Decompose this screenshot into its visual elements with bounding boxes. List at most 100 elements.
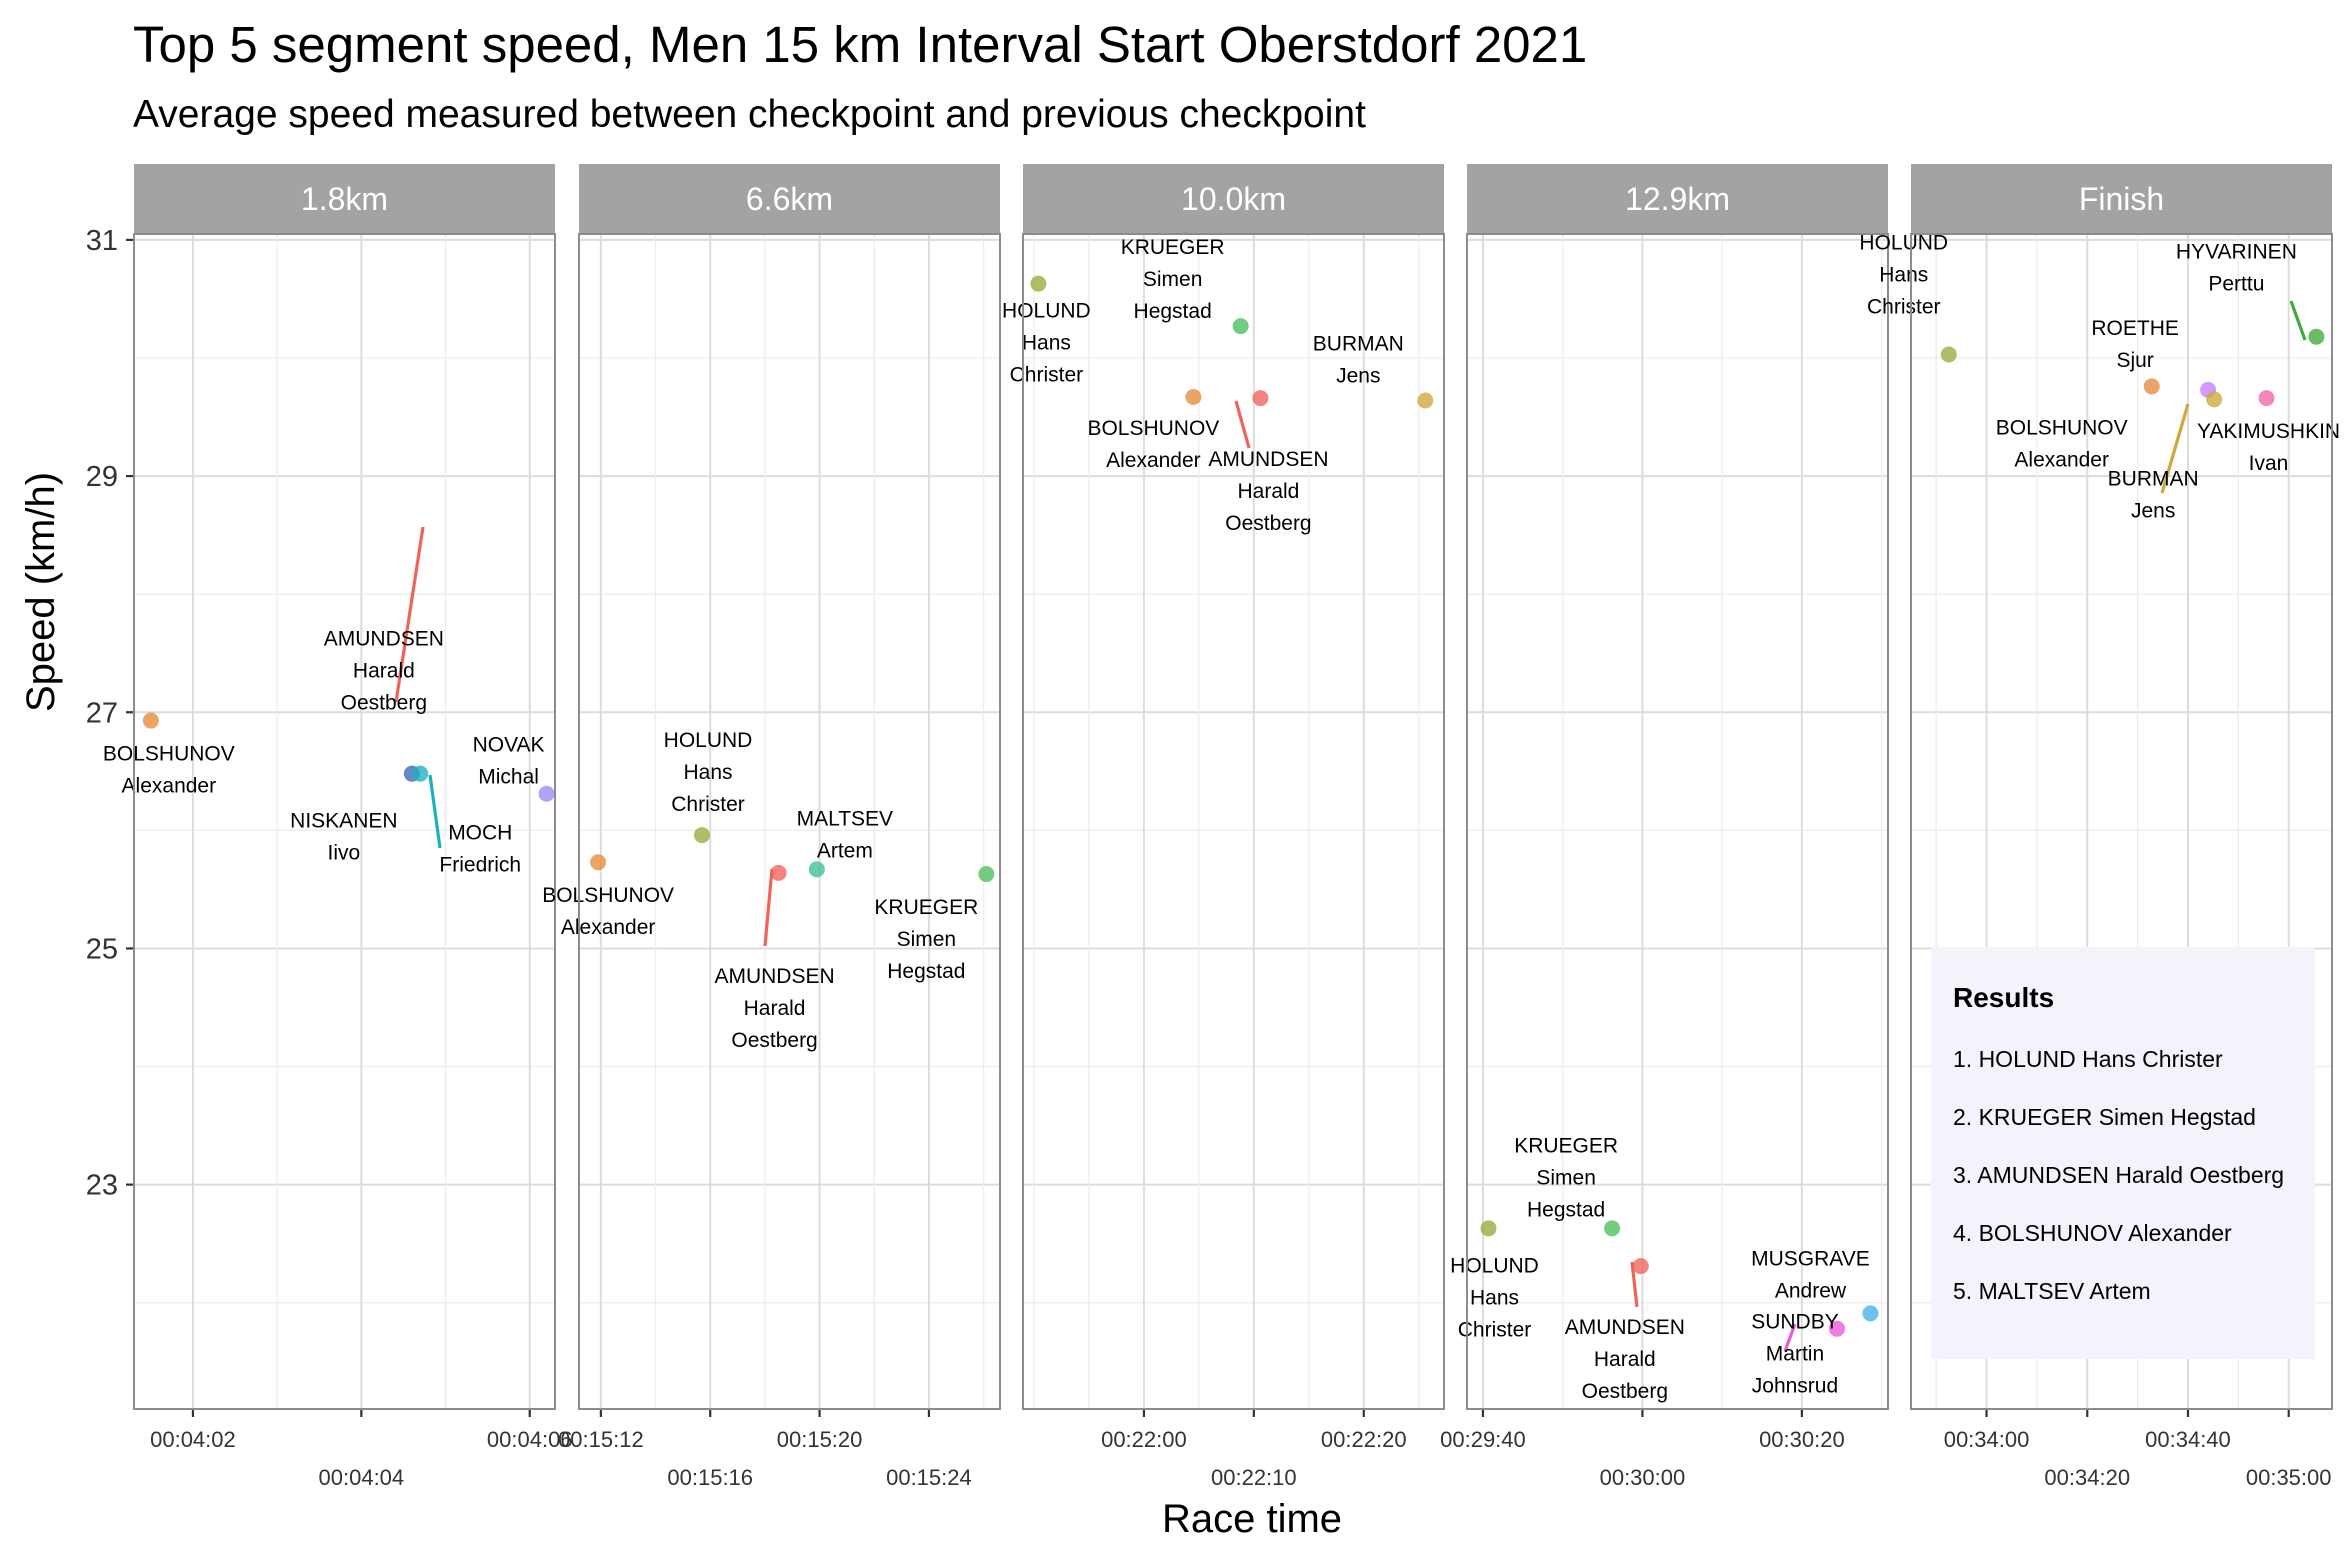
y-axis-title: Speed (km/h)	[19, 472, 63, 712]
data-point	[590, 854, 607, 871]
point-label: HYVARINEN	[2176, 241, 2297, 264]
panel-border	[133, 233, 556, 1410]
x-tick-label: 00:34:20	[2044, 1465, 2130, 1490]
data-point	[694, 827, 711, 844]
point-label: Harald	[744, 997, 806, 1020]
point-label: Hegstad	[1527, 1198, 1605, 1221]
panel-background	[1467, 234, 1888, 1409]
point-label: MOCH	[448, 822, 512, 845]
x-axis-title: Race time	[1162, 1497, 1342, 1541]
facet-strip-label: 6.6km	[746, 181, 833, 217]
point-label: Alexander	[1106, 449, 1201, 472]
legend-entry: 4. BOLSHUNOV Alexander	[1953, 1220, 2232, 1246]
label-leader-line	[2289, 300, 2307, 341]
point-label: Michal	[478, 766, 539, 789]
point-label: HOLUND	[664, 729, 753, 752]
chart-subtitle: Average speed measured between checkpoin…	[133, 93, 1366, 136]
point-label: Simen	[897, 928, 957, 951]
point-label: MUSGRAVE	[1751, 1247, 1870, 1270]
point-label: BOLSHUNOV	[1087, 417, 1219, 440]
point-label: HOLUND	[1002, 300, 1091, 323]
point-label: Andrew	[1775, 1279, 1847, 1302]
data-point	[1862, 1305, 1879, 1322]
point-label: KRUEGER	[874, 896, 978, 919]
point-label: Oestberg	[1582, 1380, 1668, 1403]
point-label: AMUNDSEN	[1565, 1316, 1685, 1339]
point-label: AMUNDSEN	[324, 628, 444, 651]
data-point	[2206, 391, 2223, 408]
point-label: BOLSHUNOV	[1996, 416, 2128, 439]
point-label: Alexander	[561, 916, 656, 939]
point-label: BURMAN	[2108, 467, 2199, 490]
facet-panel: 12.9km 00:29:40 00:30:00 00:30:20 HOLUND Hans…	[1440, 164, 1889, 1490]
point-label: Harald	[1594, 1348, 1656, 1371]
point-label: NISKANEN	[290, 810, 397, 833]
panel-background	[134, 234, 555, 1409]
facet-strip-label: Finish	[2079, 181, 2164, 217]
point-label: Hans	[684, 761, 733, 784]
panel-border	[578, 233, 1001, 1410]
facet-strip	[1911, 164, 2332, 234]
point-label: ROETHE	[2091, 317, 2179, 340]
data-point	[1828, 1320, 1845, 1337]
facet-strip	[134, 164, 555, 234]
data-point	[2308, 328, 2325, 345]
x-tick-label: 00:29:40	[1440, 1427, 1526, 1452]
point-label: Harald	[1237, 480, 1299, 503]
point-label: KRUEGER	[1514, 1134, 1618, 1157]
label-leader-line	[428, 774, 442, 849]
legend-entry: 3. AMUNDSEN Harald Oestberg	[1953, 1162, 2284, 1188]
facet-strip-label: 1.8km	[301, 181, 388, 217]
x-tick-label: 00:34:00	[1944, 1427, 2030, 1452]
point-label: AMUNDSEN	[1208, 448, 1328, 471]
point-label: BOLSHUNOV	[103, 743, 235, 766]
data-point	[1417, 392, 1434, 409]
facet-strip	[1467, 164, 1888, 234]
legend-entry: 2. KRUEGER Simen Hegstad	[1953, 1104, 2256, 1130]
point-label: Martin	[1766, 1343, 1824, 1366]
point-label: Simen	[1143, 268, 1203, 291]
x-tick-label: 00:04:02	[150, 1427, 236, 1452]
point-label: Jens	[2131, 499, 2175, 522]
point-label: HOLUND	[1450, 1254, 1539, 1277]
data-point	[1185, 388, 1202, 405]
point-label: Sjur	[2116, 349, 2153, 372]
y-axis: 23 25 27 29 31	[86, 225, 134, 1202]
point-label: YAKIMUSHKIN	[2197, 420, 2340, 443]
point-label: Hans	[1879, 263, 1928, 286]
facet-panel: 1.8km 00:04:02 00:04:04 00:04:06 BOLSHUNOV Al…	[103, 164, 573, 1490]
data-point	[978, 866, 995, 883]
point-label: Perttu	[2208, 273, 2264, 296]
point-label: Hegstad	[1134, 300, 1212, 323]
legend-title: Results	[1953, 982, 2054, 1013]
point-label: Christer	[1458, 1318, 1532, 1341]
x-tick-label: 00:15:20	[777, 1427, 863, 1452]
panel-border	[1466, 233, 1889, 1410]
panel-border	[1022, 233, 1445, 1410]
data-point	[2258, 390, 2275, 407]
x-tick-label: 00:22:20	[1321, 1427, 1407, 1452]
point-label: Hegstad	[887, 960, 965, 983]
y-tick-label: 31	[86, 225, 118, 257]
point-label: Alexander	[2014, 448, 2109, 471]
label-leader-line	[1234, 400, 1251, 449]
x-tick-label: 00:22:00	[1101, 1427, 1187, 1452]
point-label: BURMAN	[1313, 333, 1404, 356]
point-label: Jens	[1336, 365, 1380, 388]
x-tick-label: 00:30:00	[1600, 1465, 1686, 1490]
x-tick-label: 00:15:16	[667, 1465, 753, 1490]
data-point	[538, 785, 555, 802]
data-point	[1480, 1220, 1497, 1237]
x-tick-label: 00:34:40	[2145, 1427, 2231, 1452]
point-label: Christer	[1867, 295, 1941, 318]
point-label: MALTSEV	[797, 807, 893, 830]
legend-entry: 1. HOLUND Hans Christer	[1953, 1046, 2223, 1072]
label-leader-line	[763, 868, 774, 947]
point-label: Iivo	[328, 842, 361, 865]
point-label: KRUEGER	[1121, 236, 1225, 259]
point-label: BOLSHUNOV	[542, 884, 674, 907]
facet-panel: 6.6km 00:15:12 00:15:16 00:15:20 00:15:24 BOL…	[542, 164, 1001, 1490]
x-tick-label: 00:15:24	[886, 1465, 972, 1490]
point-label: Hans	[1470, 1286, 1519, 1309]
